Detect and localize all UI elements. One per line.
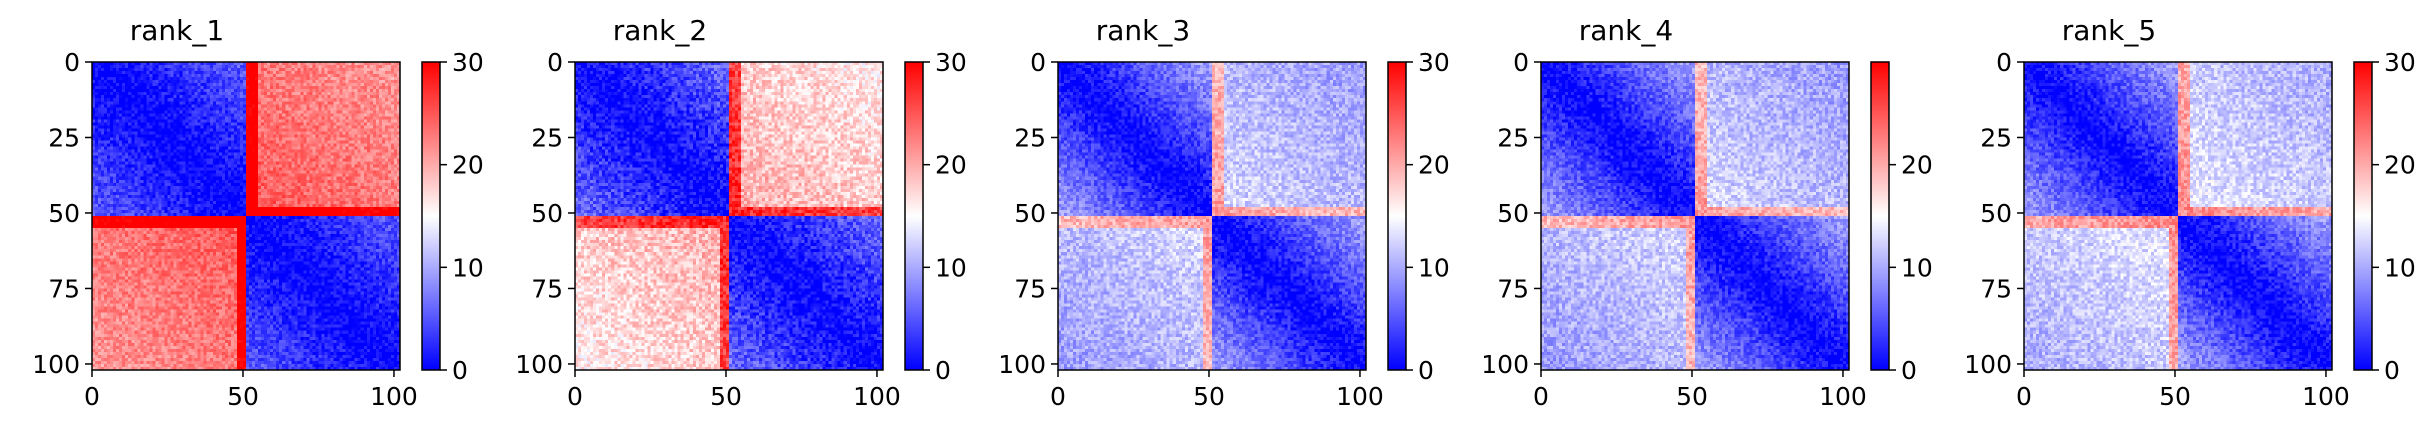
y-tick-label: 25 xyxy=(1014,123,1046,152)
x-tick-label: 100 xyxy=(370,382,418,411)
colorbar-tick-label: 30 xyxy=(1418,48,1450,77)
axes-frame xyxy=(1540,61,1850,371)
heatmap-panel-3: rank_3 0 25 50 75 100 0 50 100 0 10 20 30 xyxy=(966,0,1450,438)
y-tick-label: 50 xyxy=(531,199,563,228)
colorbar-tick-label: 30 xyxy=(2384,48,2416,77)
colorbar xyxy=(2353,61,2373,371)
y-tick-label: 75 xyxy=(1980,274,2012,303)
x-tick-label: 0 xyxy=(567,382,583,411)
x-tick-label: 50 xyxy=(710,382,742,411)
heatmap-panel-1: rank_1 0 25 50 75 100 0 50 100 0 10 20 30 xyxy=(0,0,484,438)
heatmap-image xyxy=(575,62,883,370)
x-tick-label: 0 xyxy=(2016,382,2032,411)
chart-title: rank_4 xyxy=(1578,14,1674,47)
colorbar-tick-label: 10 xyxy=(1418,253,1450,282)
axes-frame xyxy=(91,61,401,371)
colorbar xyxy=(421,61,441,371)
y-tick-label: 25 xyxy=(531,123,563,152)
colorbar-tick-label: 20 xyxy=(1901,151,1933,180)
colorbar-tick-label: 20 xyxy=(1418,151,1450,180)
y-tick-label: 0 xyxy=(64,48,80,77)
colorbar-tick-label: 10 xyxy=(1901,253,1933,282)
y-tick-label: 50 xyxy=(1014,199,1046,228)
x-tick-label: 50 xyxy=(227,382,259,411)
colorbar-tick-label: 20 xyxy=(935,151,967,180)
x-tick-label: 0 xyxy=(1050,382,1066,411)
heatmap-image xyxy=(1541,62,1849,370)
y-tick-label: 75 xyxy=(1014,274,1046,303)
y-tick-label: 100 xyxy=(998,350,1046,379)
x-tick-label: 0 xyxy=(1533,382,1549,411)
heatmap-image xyxy=(1058,62,1366,370)
colorbar-tick-label: 10 xyxy=(2384,253,2416,282)
colorbar-tick-label: 10 xyxy=(452,253,484,282)
heatmap-panel-5: rank_5 0 25 50 75 100 0 50 100 0 10 20 30 xyxy=(1932,0,2416,438)
colorbar xyxy=(904,61,924,371)
colorbar-tick-label: 30 xyxy=(452,48,484,77)
y-tick-label: 25 xyxy=(1497,123,1529,152)
heatmap-panel-2: rank_2 0 25 50 75 100 0 50 100 0 10 20 30 xyxy=(483,0,967,438)
colorbar-tick-label: 0 xyxy=(1418,356,1434,385)
y-tick-label: 100 xyxy=(32,350,80,379)
colorbar-tick-label: 0 xyxy=(452,356,468,385)
y-tick-label: 75 xyxy=(1497,274,1529,303)
colorbar-tick-label: 20 xyxy=(452,151,484,180)
x-tick-label: 100 xyxy=(1819,382,1867,411)
colorbar-tick-label: 0 xyxy=(2384,356,2400,385)
y-tick-label: 0 xyxy=(547,48,563,77)
colorbar-tick-label: 0 xyxy=(1901,356,1917,385)
colorbar xyxy=(1870,61,1890,371)
axes-frame xyxy=(574,61,884,371)
y-tick-label: 50 xyxy=(48,199,80,228)
x-tick-label: 100 xyxy=(1336,382,1384,411)
y-tick-label: 50 xyxy=(1980,199,2012,228)
y-tick-label: 100 xyxy=(515,350,563,379)
y-tick-label: 25 xyxy=(1980,123,2012,152)
colorbar-tick-label: 20 xyxy=(2384,151,2416,180)
heatmap-panel-4: rank_4 0 25 50 75 100 0 50 100 0 10 20 xyxy=(1449,0,1933,438)
chart-title: rank_2 xyxy=(612,14,708,47)
y-tick-label: 100 xyxy=(1964,350,2012,379)
x-tick-label: 50 xyxy=(1193,382,1225,411)
axes-frame xyxy=(2023,61,2333,371)
chart-title: rank_3 xyxy=(1095,14,1191,47)
x-tick-label: 50 xyxy=(2159,382,2191,411)
heatmap-image xyxy=(92,62,400,370)
heatmap-image xyxy=(2024,62,2332,370)
y-tick-label: 25 xyxy=(48,123,80,152)
y-tick-label: 0 xyxy=(1513,48,1529,77)
y-tick-label: 75 xyxy=(531,274,563,303)
x-tick-label: 50 xyxy=(1676,382,1708,411)
colorbar xyxy=(1387,61,1407,371)
y-tick-label: 0 xyxy=(1996,48,2012,77)
axes-frame xyxy=(1057,61,1367,371)
y-tick-label: 75 xyxy=(48,274,80,303)
colorbar-tick-label: 10 xyxy=(935,253,967,282)
x-tick-label: 100 xyxy=(2302,382,2350,411)
colorbar-tick-label: 30 xyxy=(935,48,967,77)
y-tick-label: 100 xyxy=(1481,350,1529,379)
y-tick-label: 50 xyxy=(1497,199,1529,228)
y-tick-label: 0 xyxy=(1030,48,1046,77)
colorbar-tick-label: 0 xyxy=(935,356,951,385)
chart-title: rank_5 xyxy=(2061,14,2157,47)
x-tick-label: 0 xyxy=(84,382,100,411)
chart-title: rank_1 xyxy=(129,14,225,47)
x-tick-label: 100 xyxy=(853,382,901,411)
